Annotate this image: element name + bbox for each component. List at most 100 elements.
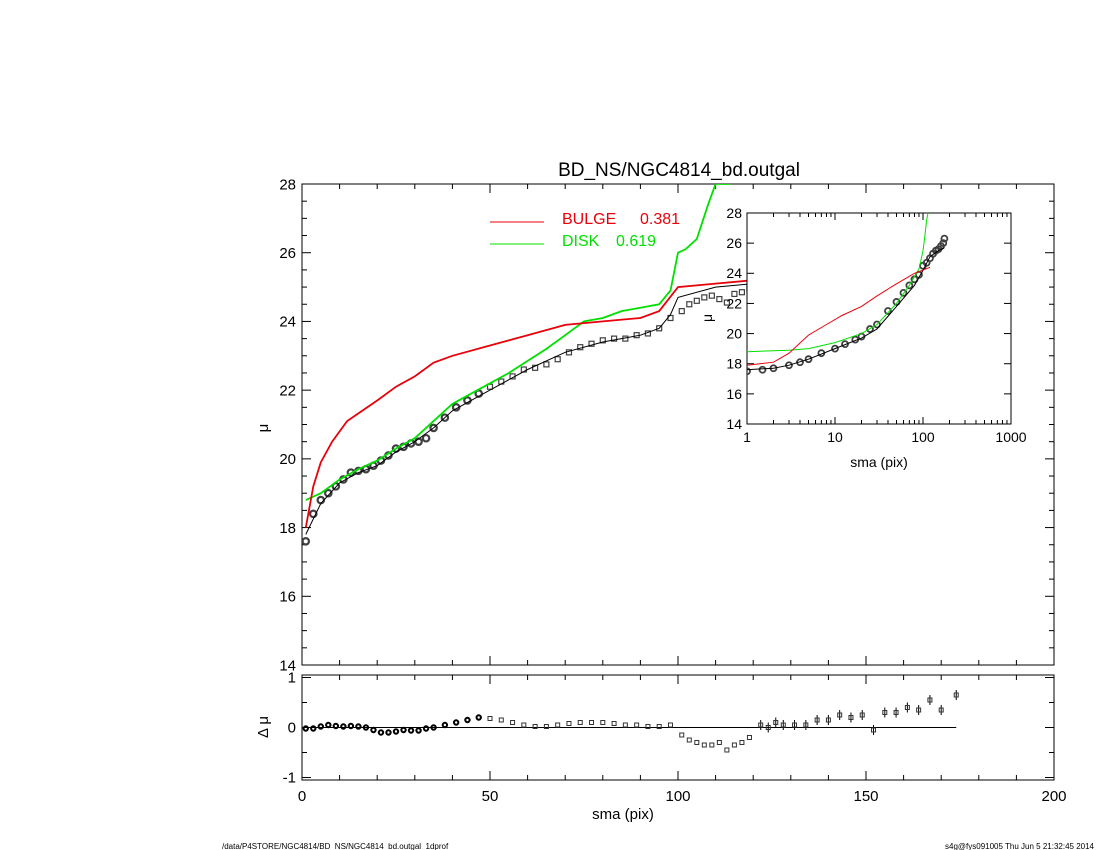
- main-data-point: [610, 335, 618, 342]
- inset-plot-frame: [746, 212, 1012, 425]
- inset-data-point: [785, 361, 793, 370]
- residual-point: [773, 720, 779, 725]
- residual-point: [825, 717, 831, 723]
- inset-plot: 14 16 18 20 22 24 26 28 1 10 100 1000 sma (pix) μ: [699, 205, 1027, 470]
- residual-xlabel: sma (pix): [592, 806, 654, 823]
- residual-point: [464, 716, 471, 724]
- inset-data-point: [804, 355, 813, 364]
- inset-data-point: [866, 325, 874, 333]
- residual-point: [656, 724, 662, 729]
- residual-point: [837, 712, 843, 718]
- chart-title: BD_NS/NGC4814_bd.outgal: [558, 160, 800, 181]
- main-data-point: [308, 509, 318, 519]
- inset-data-point: [884, 307, 892, 315]
- inset-xtick-label: 1: [743, 429, 751, 445]
- residual-xtick-label: 50: [482, 788, 499, 805]
- residual-point: [716, 740, 722, 745]
- inset-xlabel: sma (pix): [850, 454, 908, 470]
- footer-file-path: /data/P4STORE/NGC4814/BD_NS/NGC4814_bd.o…: [222, 842, 449, 850]
- main-data-point: [421, 433, 431, 443]
- main-data-point: [316, 495, 326, 505]
- residual-point: [780, 722, 786, 728]
- inset-data-point: [758, 365, 767, 374]
- inset-data-point: [841, 340, 849, 349]
- inset-ytick-label: 28: [726, 205, 742, 221]
- residual-point: [882, 710, 888, 715]
- main-data-point: [532, 364, 539, 371]
- residual-point: [347, 722, 355, 730]
- main-ytick-label: 14: [279, 657, 296, 674]
- main-data-point: [588, 340, 595, 347]
- residual-xtick-label: 200: [1041, 788, 1066, 805]
- main-data-point: [543, 361, 550, 368]
- residual-point: [600, 720, 606, 725]
- main-plot: 14 16 18 20 22 24 26 28 μ: [255, 176, 1055, 674]
- residual-point: [709, 742, 715, 748]
- residual-point: [589, 720, 595, 725]
- residual-point: [859, 712, 865, 718]
- residual-ytick-label: -1: [283, 770, 296, 787]
- residual-point: [400, 726, 407, 734]
- main-ytick-label: 20: [279, 451, 296, 468]
- residual-point: [765, 725, 771, 730]
- residual-point: [667, 722, 673, 728]
- main-data-point: [324, 488, 333, 498]
- inset-data-point: [892, 298, 901, 306]
- residual-point: [317, 723, 324, 730]
- main-data-point: [738, 289, 746, 296]
- inset-background: [747, 213, 1011, 424]
- inset-disk-line: [747, 213, 929, 353]
- residual-point: [758, 722, 764, 728]
- main-ytick-label: 22: [279, 382, 296, 399]
- residual-point: [686, 737, 692, 743]
- residual-point: [475, 714, 482, 721]
- residual-point: [938, 707, 944, 713]
- main-data-point: [708, 292, 715, 299]
- main-data-point: [731, 290, 738, 298]
- main-data-point: [678, 308, 685, 315]
- inset-model-line: [747, 247, 945, 371]
- residual-point: [430, 724, 437, 731]
- residual-point: [377, 729, 385, 736]
- residual-xtick-label: 150: [853, 788, 878, 805]
- inset-data-point: [905, 281, 914, 290]
- main-ytick-label: 24: [279, 314, 296, 331]
- residual-point: [302, 725, 309, 732]
- main-data-point: [686, 301, 693, 308]
- residual-xtick-label: 100: [665, 788, 690, 805]
- main-data-point: [346, 468, 356, 477]
- residual-point: [452, 719, 460, 726]
- inset-xtick-label: 10: [827, 429, 843, 445]
- inset-ytick-label: 24: [726, 265, 742, 281]
- residual-point: [893, 710, 899, 715]
- residual-point: [645, 724, 651, 729]
- inset-data-point: [796, 358, 804, 367]
- legend-value-bulge: 0.381: [640, 211, 680, 228]
- residual-point: [415, 727, 422, 734]
- main-disk-line: [305, 184, 731, 501]
- main-data-point: [599, 337, 606, 344]
- residual-xtick-label: 0: [298, 788, 306, 805]
- residual-point: [332, 722, 340, 730]
- residual-ylabel: Δ μ: [255, 716, 272, 738]
- inset-xtick-label: 100: [911, 429, 935, 445]
- residual-point: [679, 732, 685, 738]
- inset-ytick-label: 22: [726, 295, 742, 311]
- inset-data-point: [831, 344, 839, 353]
- inset-ytick-label: 18: [726, 356, 742, 372]
- residual-point: [803, 722, 809, 728]
- residual-point: [325, 721, 332, 729]
- residual-point: [498, 717, 504, 723]
- residual-point: [487, 716, 493, 721]
- main-ytick-label: 18: [279, 520, 296, 537]
- inset-ytick-label: 20: [726, 325, 742, 341]
- main-ylabel: μ: [255, 424, 272, 433]
- inset-bulge-line: [747, 266, 931, 366]
- residual-point: [871, 727, 877, 733]
- residual-point: [848, 715, 854, 720]
- residual-ytick-label: 1: [288, 670, 296, 687]
- residual-point: [543, 724, 549, 729]
- main-ytick-label: 26: [279, 245, 296, 262]
- residual-point: [611, 721, 617, 726]
